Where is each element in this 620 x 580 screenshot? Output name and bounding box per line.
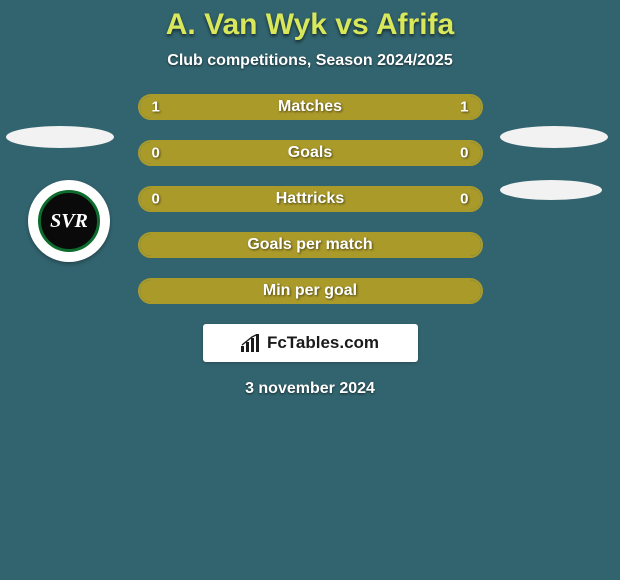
player-right-placeholder-1: [500, 126, 608, 148]
stat-value-left: 0: [152, 145, 160, 162]
player-right-placeholder-2: [500, 180, 602, 200]
stat-value-right: 1: [460, 99, 468, 116]
stat-label: Goals: [288, 144, 332, 162]
stat-value-right: 0: [460, 191, 468, 208]
stat-row: 0 0 Goals: [138, 140, 483, 166]
stat-label: Min per goal: [263, 282, 357, 300]
stat-rows: 1 1 Matches 0 0 Goals 0 0 Hattricks Goals per mat…: [138, 94, 483, 304]
stat-label: Hattricks: [276, 190, 344, 208]
stat-value-right: 0: [460, 145, 468, 162]
page-title: A. Van Wyk vs Afrifa: [0, 8, 620, 42]
stat-row: Goals per match: [138, 232, 483, 258]
watermark-text: FcTables.com: [267, 333, 379, 353]
stat-label: Matches: [278, 98, 342, 116]
stat-row: 1 1 Matches: [138, 94, 483, 120]
comparison-card: A. Van Wyk vs Afrifa Club competitions, …: [0, 0, 620, 580]
page-subtitle: Club competitions, Season 2024/2025: [0, 52, 620, 70]
stat-row: Min per goal: [138, 278, 483, 304]
stat-label: Goals per match: [247, 236, 372, 254]
player-left-placeholder: [6, 126, 114, 148]
date-label: 3 november 2024: [0, 380, 620, 398]
stat-value-left: 0: [152, 191, 160, 208]
club-badge-monogram: SVR: [38, 190, 100, 252]
stat-row: 0 0 Hattricks: [138, 186, 483, 212]
bar-chart-icon: [241, 334, 261, 352]
stat-value-left: 1: [152, 99, 160, 116]
watermark: FcTables.com: [203, 324, 418, 362]
club-badge: SVR: [28, 180, 110, 262]
